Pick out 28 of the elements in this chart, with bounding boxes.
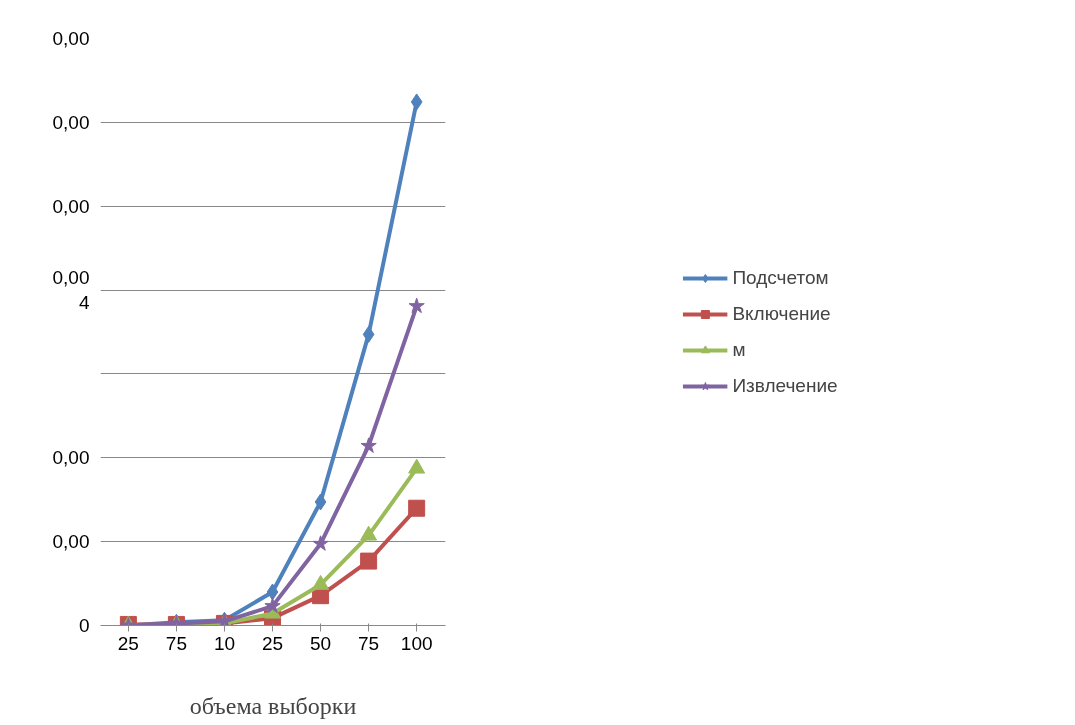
point (362, 325, 375, 343)
legend-label: Извлечение (732, 374, 838, 397)
legend-label: Включение (732, 302, 831, 325)
point (408, 499, 426, 517)
point (360, 525, 378, 541)
point (360, 437, 377, 453)
x-tick-label: 25 (261, 632, 284, 654)
point (408, 458, 426, 474)
x-tick-label: 25 (117, 632, 139, 654)
text: 0 (78, 615, 90, 636)
text: 0,00 (52, 447, 90, 469)
point (408, 297, 425, 314)
text: 0,00 (52, 28, 90, 49)
legend-label: Подсчетом (732, 266, 829, 289)
point (410, 93, 423, 111)
point (312, 574, 330, 590)
legend-label: м (732, 338, 747, 361)
text: 0,00 4 (52, 266, 90, 314)
text: 0,00 (52, 531, 90, 553)
x-tick-label: 10 (213, 632, 236, 654)
text: 0,00 (52, 111, 90, 133)
text: 0,00 (52, 195, 90, 217)
x-tick-label: 75 (165, 632, 187, 654)
point (312, 535, 329, 551)
x-tick-label: 50 (310, 632, 332, 654)
x-axis-title: объема выборки (189, 692, 357, 719)
x-tick-label: 100 (400, 632, 433, 654)
x-tick-label: 75 (358, 632, 380, 654)
